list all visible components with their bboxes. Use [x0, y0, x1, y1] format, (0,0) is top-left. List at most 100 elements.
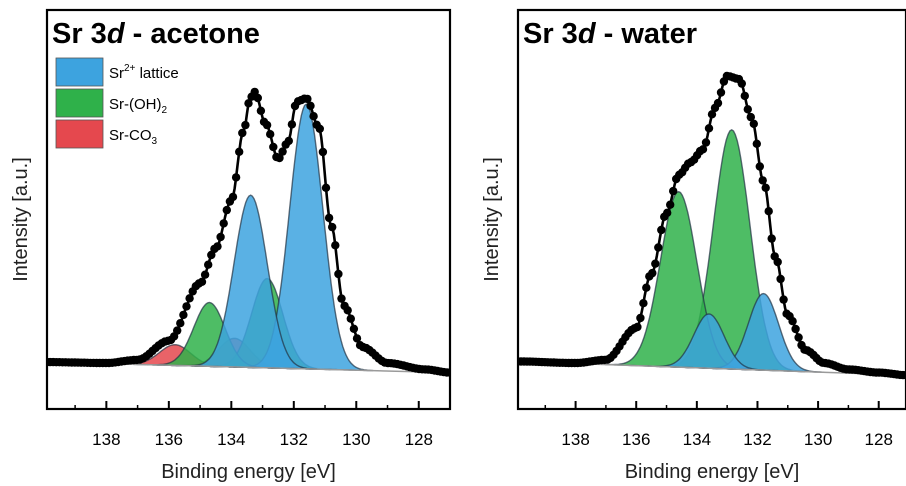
data-point — [654, 243, 663, 252]
legend-label-carbonate: Sr-CO3 — [109, 127, 158, 147]
legend: Sr2+ lattice Sr-(OH)2 Sr-CO3 — [55, 57, 179, 149]
data-point — [231, 173, 241, 182]
measured-points — [47, 87, 450, 377]
x-tick-label: 130 — [804, 430, 832, 449]
data-point — [238, 128, 247, 138]
legend-label-lattice: Sr2+ lattice — [109, 63, 179, 82]
data-point — [185, 294, 194, 303]
panel-acetone: 138 136 134 132 130 128 Binding energy [eV] Int… — [10, 8, 452, 483]
x-tick-label: 134 — [217, 430, 245, 449]
data-point — [779, 295, 788, 304]
data-point — [176, 319, 185, 328]
data-point — [749, 119, 758, 128]
data-point — [791, 324, 800, 334]
y-axis-label: Intensity [a.u.] — [481, 157, 503, 282]
data-point — [648, 268, 657, 278]
data-point — [266, 130, 275, 139]
data-point — [337, 294, 346, 303]
x-axis-label: Binding energy [eV] — [161, 461, 336, 483]
data-point — [262, 120, 272, 130]
data-point — [794, 333, 803, 342]
data-point — [256, 106, 266, 116]
plot-frame — [516, 8, 906, 411]
plot-frame — [45, 8, 452, 411]
plot-area — [518, 71, 906, 380]
data-point — [334, 269, 343, 279]
panel-title: Sr 3d - water — [523, 18, 697, 50]
x-tick-label: 132 — [743, 430, 771, 449]
data-point — [773, 257, 782, 267]
x-tick-label: 136 — [155, 430, 183, 449]
data-point — [651, 259, 660, 268]
data-point — [343, 306, 352, 315]
data-point — [269, 142, 278, 152]
data-point — [764, 207, 773, 216]
data-point — [321, 183, 331, 192]
data-point — [666, 200, 675, 209]
data-point — [758, 176, 767, 185]
x-tick-label: 128 — [865, 430, 893, 449]
data-point — [767, 234, 776, 243]
data-point — [755, 162, 764, 171]
data-point — [244, 99, 253, 108]
data-point — [216, 232, 225, 242]
data-point — [657, 225, 666, 235]
data-point — [253, 93, 262, 103]
data-point — [746, 112, 755, 122]
data-point — [663, 208, 672, 217]
data-point — [761, 183, 770, 192]
x-tick-label: 134 — [683, 430, 711, 449]
x-tick-label: 138 — [561, 430, 589, 449]
data-point — [179, 310, 188, 320]
data-point — [331, 241, 340, 250]
data-point — [173, 326, 182, 335]
data-point — [315, 124, 324, 133]
data-point — [241, 120, 250, 130]
legend-swatch-lattice — [55, 57, 104, 87]
data-point — [222, 205, 231, 215]
data-point — [642, 283, 651, 292]
data-point — [324, 213, 334, 223]
panel-title: Sr 3d - acetone — [52, 18, 260, 50]
data-point — [713, 98, 723, 108]
panel-water: 138 136 134 132 130 128 Binding energy [eV] Int… — [481, 8, 906, 483]
data-point — [213, 242, 222, 251]
data-point — [716, 88, 726, 97]
x-tick-label: 136 — [622, 430, 650, 449]
x-tick-label: 138 — [92, 430, 120, 449]
data-point — [636, 313, 645, 323]
data-point — [704, 124, 714, 133]
data-point — [318, 147, 328, 157]
data-point — [306, 101, 315, 111]
plot-area — [47, 87, 450, 377]
data-point — [633, 322, 642, 332]
legend-swatch-carbonate — [55, 119, 104, 149]
data-point — [737, 79, 746, 88]
data-point — [309, 112, 318, 121]
data-point — [284, 136, 293, 146]
data-point — [303, 94, 312, 104]
legend-label-hydroxide: Sr-(OH)2 — [109, 96, 168, 116]
data-point — [788, 317, 797, 326]
data-point — [235, 147, 244, 156]
data-point — [349, 324, 359, 333]
data-point — [669, 186, 678, 196]
measured-points — [518, 71, 906, 380]
data-point — [698, 145, 708, 154]
data-point — [182, 302, 191, 311]
data-point — [228, 192, 238, 202]
x-tick-label: 128 — [405, 430, 433, 449]
data-point — [328, 222, 337, 232]
x-tick-label: 132 — [280, 430, 308, 449]
data-point — [707, 110, 717, 119]
data-point — [639, 299, 648, 308]
data-point — [287, 120, 297, 129]
data-point — [776, 274, 785, 284]
data-point — [204, 260, 213, 269]
data-point — [352, 334, 362, 343]
data-point — [275, 153, 284, 163]
legend-swatch-hydroxide — [55, 88, 104, 118]
x-tick-label: 130 — [342, 430, 370, 449]
data-point — [200, 270, 210, 279]
